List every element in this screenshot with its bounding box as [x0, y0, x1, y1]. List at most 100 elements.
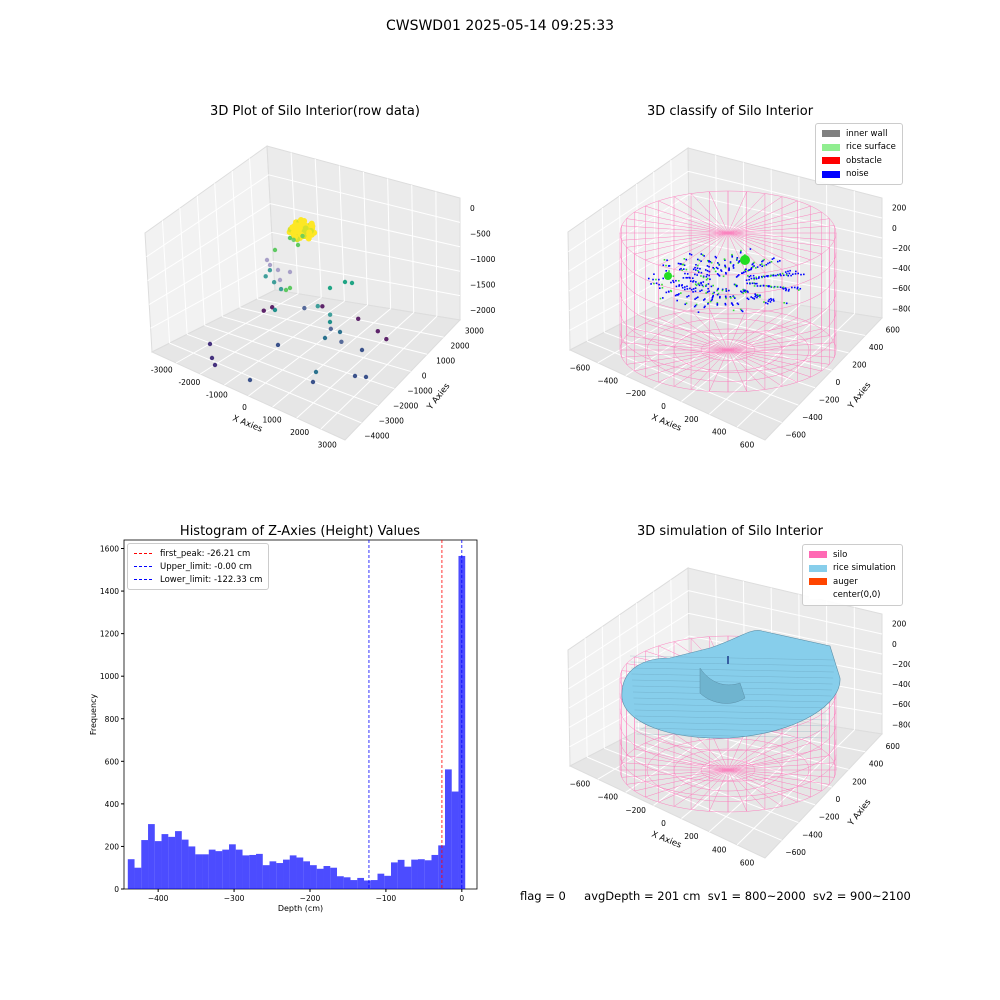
- grid-line: [387, 178, 392, 309]
- classified-point: [756, 293, 759, 296]
- classified-point: [763, 301, 765, 303]
- classified-point: [700, 282, 702, 285]
- x-tick-label: 0: [661, 402, 666, 411]
- classified-point: [716, 304, 719, 306]
- grid-line: [688, 612, 883, 655]
- scatter-point: [287, 269, 293, 275]
- classified-point: [705, 285, 707, 287]
- silo-floor-spoke: [727, 349, 822, 372]
- classified-point: [796, 287, 799, 290]
- legend-swatch: [809, 578, 827, 586]
- scatter-point: [212, 362, 218, 368]
- silo-roof-spoke: [727, 232, 798, 266]
- scatter-point: [363, 374, 369, 380]
- classified-point: [803, 273, 805, 276]
- classified-point: [732, 267, 735, 269]
- classified-point: [682, 263, 685, 266]
- classified-point: [707, 283, 710, 285]
- classified-point: [678, 285, 680, 287]
- silo-floor-spoke: [690, 769, 729, 810]
- classified-point: [776, 260, 779, 263]
- grid-line: [411, 184, 415, 313]
- y-tick-label: 1600: [100, 545, 119, 554]
- classified-point: [683, 258, 686, 260]
- classified-point: [737, 303, 740, 306]
- classified-point: [672, 275, 675, 277]
- scatter-point: [313, 369, 319, 375]
- y-tick-label: −3000: [379, 417, 405, 426]
- figure-title: CWSWD01 2025-05-14 09:25:33: [385, 18, 615, 34]
- classified-point: [710, 261, 713, 264]
- classified-point: [662, 264, 665, 267]
- silo-floor-spoke: [634, 769, 729, 792]
- classified-point: [729, 261, 732, 263]
- x-axis-label: X Axies: [231, 414, 264, 435]
- scatter-point: [301, 218, 308, 225]
- legend-label: obstacle: [846, 155, 882, 166]
- silo-floor-spoke: [727, 769, 783, 807]
- histogram-bar: [188, 846, 196, 889]
- classified-point: [699, 290, 701, 292]
- y-tick-label: −1000: [407, 387, 433, 396]
- legend-label: center(0,0): [833, 590, 881, 601]
- legend-label: rice surface: [846, 142, 896, 153]
- classified-point: [696, 267, 699, 270]
- classified-point: [758, 276, 760, 278]
- legend-swatch: [822, 157, 840, 165]
- classified-point: [782, 274, 785, 277]
- classified-point: [731, 303, 734, 305]
- flag-value: flag = 0: [520, 889, 566, 903]
- histogram-bar: [256, 853, 263, 889]
- classified-point: [744, 269, 746, 272]
- silo-roof-spoke: [709, 191, 729, 234]
- x-tick-label: -1000: [206, 390, 228, 399]
- histogram-bar: [148, 824, 155, 889]
- classified-point: [753, 298, 756, 300]
- classified-point: [746, 290, 749, 293]
- mesh-line: [631, 673, 834, 679]
- classified-point: [731, 253, 733, 256]
- scatter-point: [277, 277, 283, 283]
- grid-line: [568, 217, 690, 292]
- silo-roof-spoke: [673, 232, 729, 270]
- classified-point: [653, 273, 655, 275]
- classified-point: [784, 287, 787, 289]
- classified-point: [768, 285, 770, 287]
- histogram-bar: [364, 880, 371, 889]
- classified-point: [706, 291, 709, 293]
- silo-floor-spoke: [727, 769, 766, 810]
- classified-point: [744, 291, 747, 294]
- classified-point: [716, 303, 719, 305]
- classified-point: [756, 296, 758, 299]
- classified-point: [694, 287, 697, 289]
- silo-floor-spoke: [626, 769, 729, 785]
- classified-point: [782, 286, 785, 289]
- scatter-point: [272, 307, 278, 313]
- scatter-point: [315, 303, 320, 309]
- silo-floor-spoke: [727, 769, 747, 812]
- x-tick-label: −400: [597, 376, 618, 385]
- y-tick-label: −600: [785, 430, 806, 439]
- grid-line: [736, 313, 855, 428]
- classified-point: [655, 278, 657, 281]
- panel-raw-scatter: 3D Plot of Silo Interior(row data) -3000…: [130, 100, 500, 480]
- classified-point: [706, 265, 709, 267]
- z-tick-label: 200: [892, 620, 907, 629]
- grid-line: [338, 165, 345, 302]
- classified-point: [794, 273, 797, 275]
- classified-point: [768, 261, 771, 264]
- legend-label: Lower_limit: -122.33 cm: [160, 574, 263, 585]
- silo-roof-spoke: [727, 232, 830, 248]
- silo-floor-spoke: [690, 349, 729, 390]
- classify-title: 3D classify of Silo Interior: [646, 104, 814, 119]
- classified-point: [757, 295, 759, 297]
- classified-point: [681, 263, 684, 266]
- z-tick-label: −800: [892, 304, 910, 313]
- classified-point: [735, 259, 738, 261]
- classified-point: [752, 262, 754, 265]
- silo-floor-spoke: [727, 762, 835, 771]
- classified-point: [744, 270, 747, 273]
- classified-point: [700, 275, 702, 277]
- classified-point: [759, 285, 762, 287]
- classified-point: [776, 285, 779, 288]
